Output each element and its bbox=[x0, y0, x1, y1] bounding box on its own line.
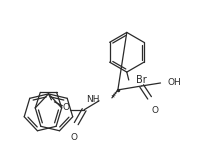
Text: OH: OH bbox=[167, 78, 180, 87]
Text: O: O bbox=[151, 106, 158, 115]
Text: Br: Br bbox=[135, 75, 146, 85]
Text: O: O bbox=[70, 133, 77, 142]
Text: O: O bbox=[62, 103, 70, 112]
Text: NH: NH bbox=[86, 95, 100, 104]
